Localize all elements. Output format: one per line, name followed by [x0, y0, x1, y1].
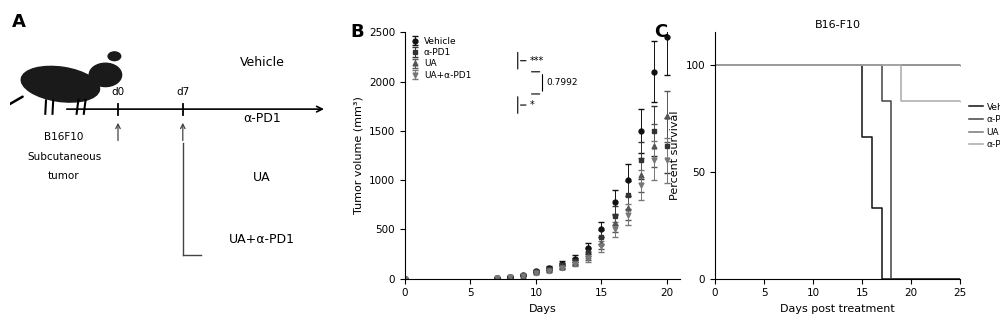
Vehicle: [954, 277, 966, 281]
α-PD1+UA: [895, 63, 907, 66]
α-PD1+UA: [895, 99, 907, 103]
Text: ***: ***: [530, 56, 544, 66]
X-axis label: Days: Days: [529, 304, 556, 314]
Vehicle: [709, 63, 721, 66]
Ellipse shape: [108, 52, 121, 61]
Line: α-PD1+UA: α-PD1+UA: [715, 64, 960, 101]
Text: B16F10: B16F10: [44, 132, 84, 142]
Vehicle: [876, 206, 888, 210]
Y-axis label: Percent survival: Percent survival: [670, 111, 680, 200]
UA: [709, 63, 721, 66]
Vehicle: [856, 135, 868, 139]
Vehicle: [866, 135, 878, 139]
α-PD1: [876, 99, 888, 103]
UA: [954, 63, 966, 66]
Text: A: A: [12, 13, 26, 31]
Ellipse shape: [21, 66, 100, 102]
Y-axis label: Tumor volume (mm³): Tumor volume (mm³): [353, 97, 363, 214]
Text: d0: d0: [111, 87, 125, 97]
Ellipse shape: [89, 63, 122, 87]
Vehicle: [856, 63, 868, 66]
Text: Vehicle: Vehicle: [240, 56, 284, 69]
Text: tumor: tumor: [48, 171, 80, 181]
Text: C: C: [654, 23, 667, 40]
α-PD1: [954, 277, 966, 281]
Legend: Vehicle, α-PD1, UA, α-PD1+UA: Vehicle, α-PD1, UA, α-PD1+UA: [969, 103, 1000, 149]
X-axis label: Days post treatment: Days post treatment: [780, 304, 895, 314]
Text: d7: d7: [176, 87, 189, 97]
Title: B16-F10: B16-F10: [814, 20, 860, 30]
Vehicle: [866, 206, 878, 210]
Line: α-PD1: α-PD1: [715, 64, 960, 279]
Text: α-PD1: α-PD1: [243, 112, 281, 125]
Text: B: B: [350, 23, 364, 40]
α-PD1: [885, 277, 897, 281]
α-PD1+UA: [709, 63, 721, 66]
Text: UA+α-PD1: UA+α-PD1: [229, 233, 295, 246]
Legend: Vehicle, α-PD1, UA, UA+α-PD1: Vehicle, α-PD1, UA, UA+α-PD1: [410, 37, 471, 80]
α-PD1: [885, 99, 897, 103]
Text: UA: UA: [253, 171, 271, 184]
Text: 0.7992: 0.7992: [547, 78, 578, 87]
Text: *: *: [530, 100, 535, 110]
Line: Vehicle: Vehicle: [715, 64, 960, 279]
Vehicle: [876, 277, 888, 281]
UA: [895, 63, 907, 66]
Text: Subcutaneous: Subcutaneous: [27, 152, 101, 162]
α-PD1: [876, 63, 888, 66]
α-PD1+UA: [954, 99, 966, 103]
α-PD1: [709, 63, 721, 66]
